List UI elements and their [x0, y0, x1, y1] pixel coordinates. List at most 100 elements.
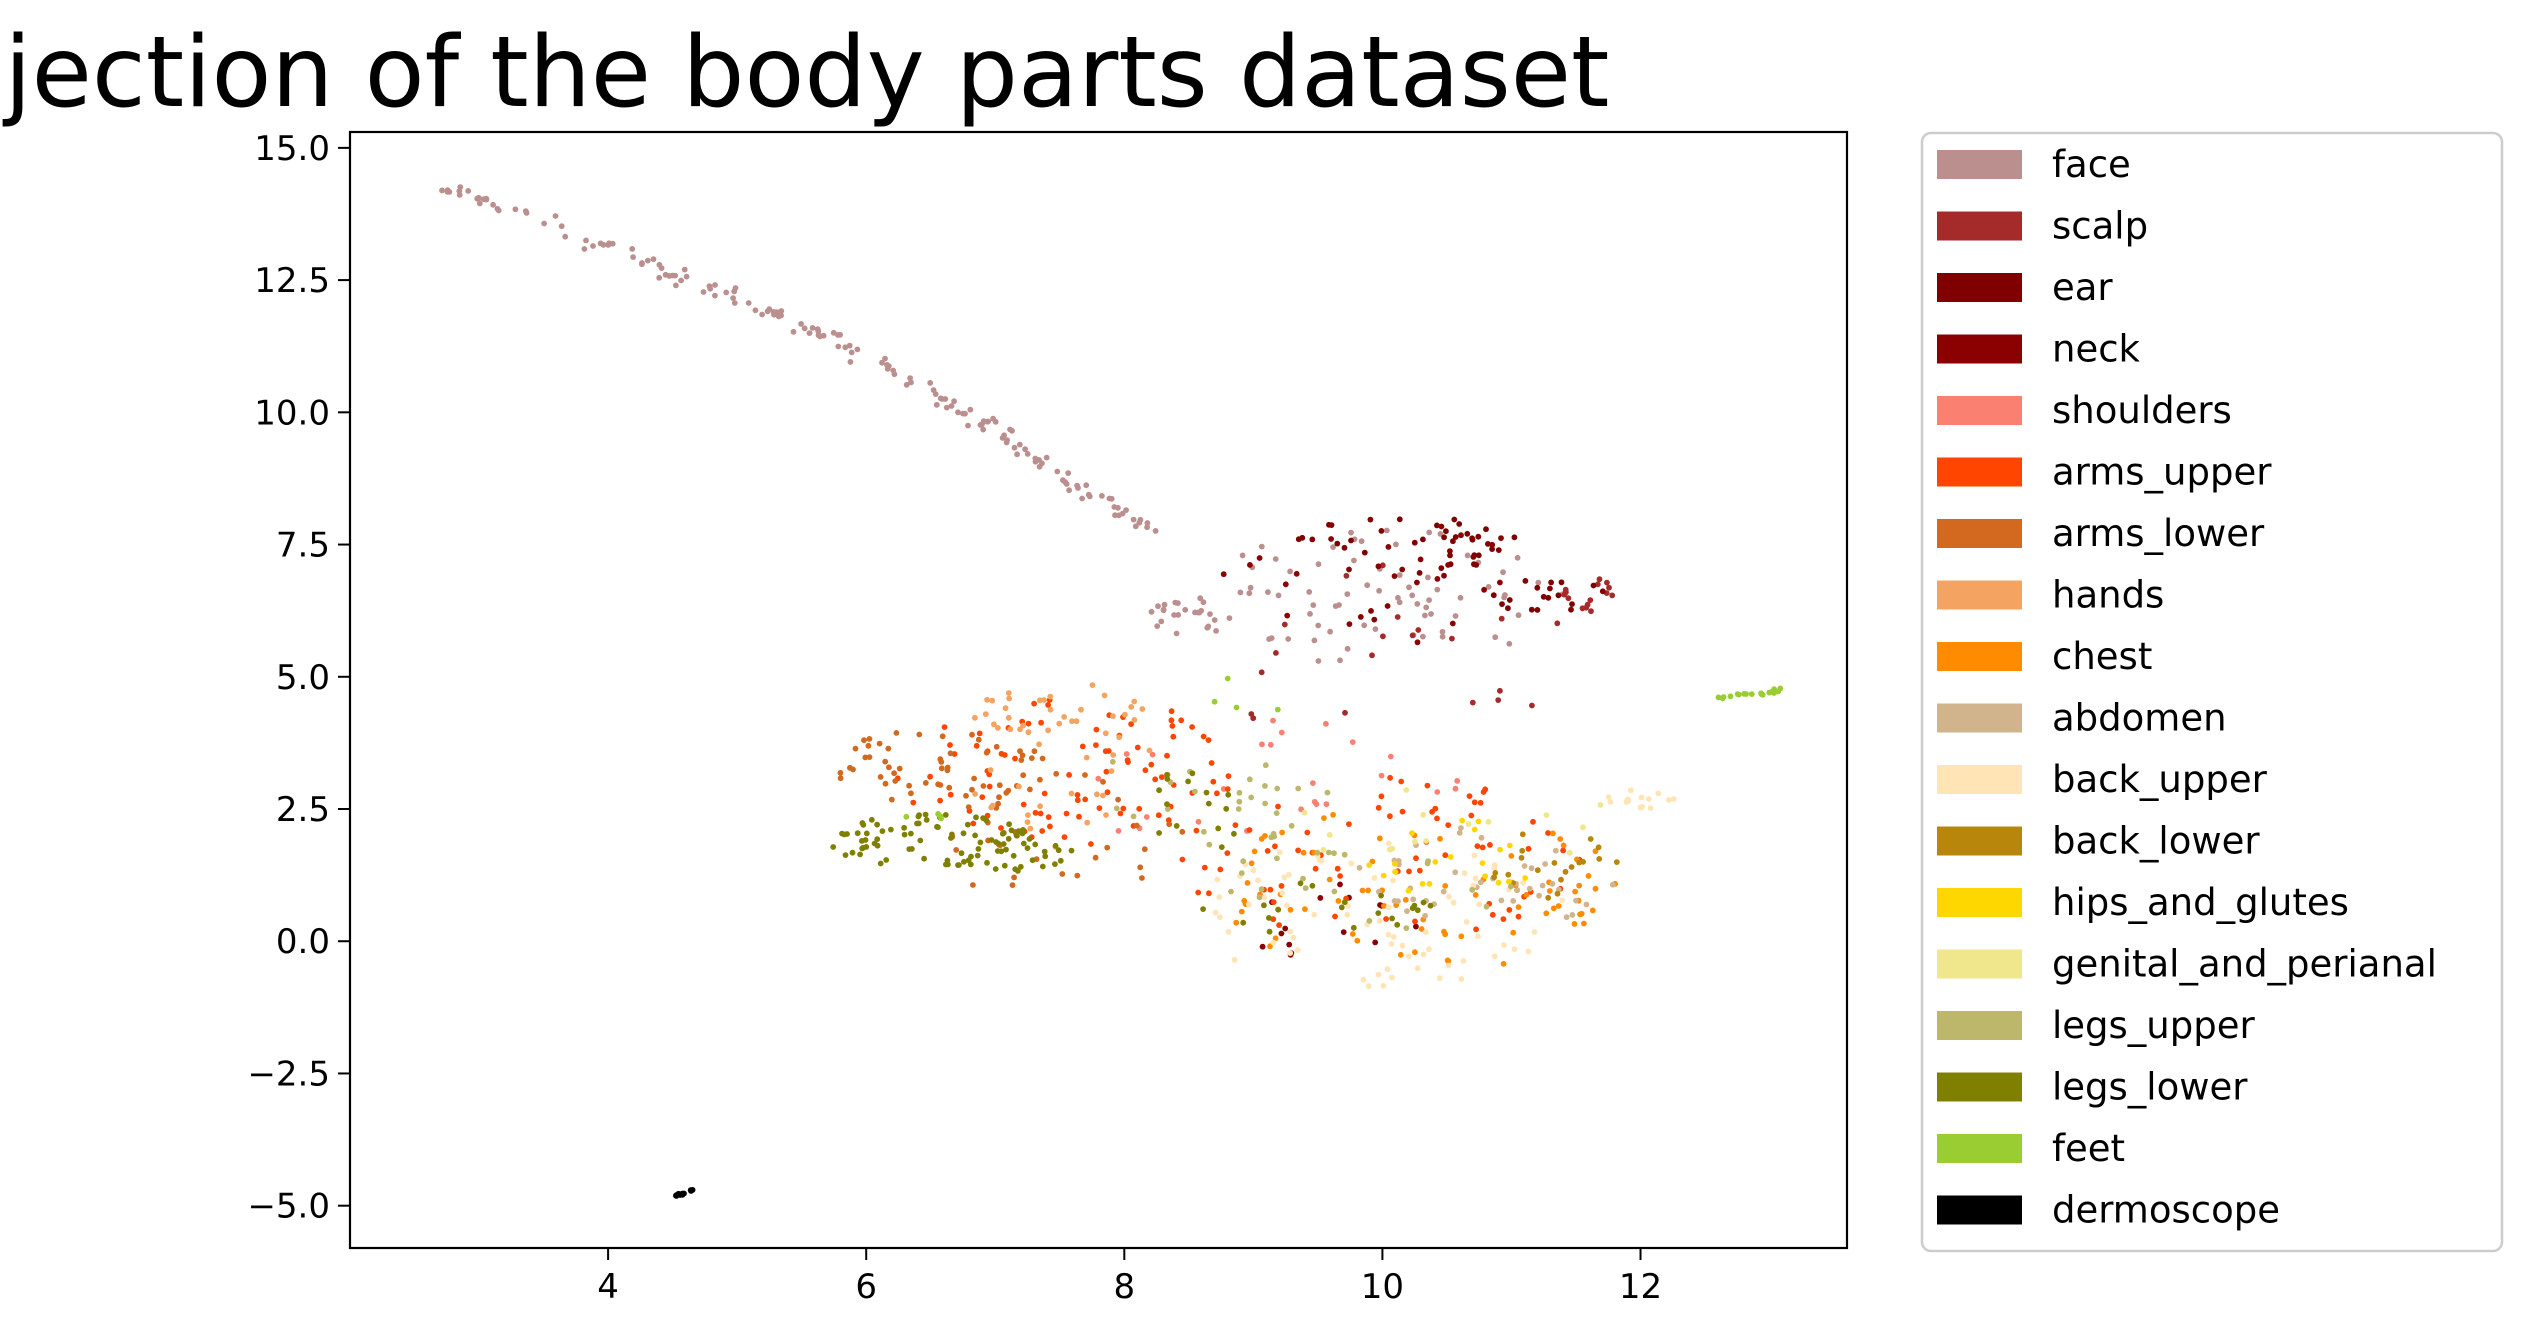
scatter-point [1515, 612, 1522, 619]
scatter-point [1406, 868, 1412, 875]
scatter-point [955, 409, 961, 416]
scatter-point [1548, 579, 1554, 586]
scatter-point [977, 422, 984, 428]
scatter-point [1029, 857, 1036, 864]
scatter-point [1344, 591, 1351, 597]
scatter-point [1505, 605, 1511, 612]
scatter-point [1441, 534, 1447, 541]
scatter-point [830, 329, 837, 336]
scatter-point [1207, 611, 1213, 617]
scatter-point [1491, 865, 1498, 871]
scatter-point [1066, 772, 1072, 778]
scatter-point [1406, 584, 1412, 591]
scatter-point [1334, 865, 1341, 872]
scatter-point [989, 697, 996, 704]
scatter-point [1008, 827, 1015, 834]
scatter-point [1210, 778, 1217, 785]
scatter-point [1605, 794, 1612, 800]
scatter-point [1325, 849, 1332, 856]
scatter-point [1074, 872, 1081, 879]
scatter-point [1022, 446, 1028, 453]
scatter-point [1519, 831, 1526, 838]
scatter-point [1310, 602, 1317, 608]
scatter-point [1109, 758, 1116, 765]
scatter-point [993, 743, 1000, 750]
scatter-point [1101, 692, 1108, 699]
scatter-point [1573, 897, 1579, 904]
scatter-point [994, 848, 1001, 854]
scatter-point [1225, 773, 1232, 779]
scatter-point [1039, 863, 1046, 870]
scatter-point [1535, 579, 1542, 586]
scatter-point [946, 784, 953, 791]
scatter-point [1368, 608, 1374, 614]
scatter-point [917, 837, 924, 844]
x-tick-label: 4 [597, 1267, 619, 1307]
series-neck [1220, 523, 1504, 958]
scatter-point [1235, 806, 1242, 812]
scatter-point [1387, 813, 1393, 820]
scatter-point [1545, 894, 1552, 901]
legend-label: back_lower [2052, 820, 2260, 863]
scatter-point [1479, 844, 1486, 851]
scatter-point [1383, 527, 1390, 534]
scatter-point [1485, 584, 1492, 590]
scatter-point [998, 825, 1004, 831]
scatter-point [1082, 772, 1088, 778]
scatter-point [1416, 867, 1423, 874]
scatter-point [992, 866, 999, 872]
scatter-point [844, 831, 850, 837]
scatter-point [1264, 848, 1271, 854]
legend-label: genital_and_perianal [2052, 943, 2437, 986]
scatter-point [1505, 878, 1512, 885]
scatter-point [982, 711, 989, 718]
scatter-point [1510, 929, 1517, 936]
x-tick-label: 10 [1361, 1267, 1404, 1307]
scatter-point [778, 308, 785, 314]
scatter-point [1310, 780, 1316, 786]
scatter-point [1466, 793, 1473, 799]
scatter-point [1665, 797, 1672, 803]
scatter-point [806, 330, 813, 336]
scatter-point [1396, 599, 1403, 606]
scatter-point [1246, 901, 1252, 908]
scatter-point [1392, 868, 1398, 875]
scatter-point [1452, 869, 1459, 876]
scatter-point [850, 766, 856, 773]
scatter-point [639, 260, 645, 266]
scatter-point [938, 815, 944, 822]
scatter-point [972, 832, 978, 839]
scatter-point [1597, 802, 1604, 808]
scatter-point [1105, 748, 1112, 754]
scatter-point [1055, 847, 1062, 854]
scatter-point [712, 292, 718, 299]
scatter-point [1274, 785, 1281, 792]
scatter-point [673, 282, 679, 289]
scatter-point [849, 849, 856, 856]
legend-item-hips-and-glutes: hips_and_glutes [1937, 881, 2349, 924]
scatter-point [1452, 613, 1459, 619]
y-tick-label: −5.0 [247, 1187, 330, 1227]
scatter-point [1330, 811, 1336, 818]
scatter-point [1116, 512, 1122, 519]
scatter-point [1451, 516, 1458, 523]
scatter-point [1357, 614, 1364, 620]
scatter-point [1311, 637, 1318, 644]
scatter-point [1111, 504, 1118, 510]
scatter-point [1502, 592, 1508, 598]
scatter-point [1092, 854, 1099, 861]
scatter-point [970, 882, 976, 888]
scatter-point [1525, 845, 1532, 852]
scatter-point [1286, 941, 1293, 948]
scatter-point [1438, 565, 1445, 571]
scatter-point [644, 257, 651, 264]
scatter-point [1506, 842, 1513, 849]
series-legs-lower [830, 770, 1434, 935]
scatter-point [980, 783, 987, 789]
scatter-point [1262, 783, 1268, 789]
y-tick-label: 12.5 [254, 261, 330, 301]
scatter-point [1415, 627, 1422, 633]
scatter-point [1530, 818, 1536, 825]
scatter-point [1609, 881, 1616, 888]
scatter-point [944, 767, 951, 774]
